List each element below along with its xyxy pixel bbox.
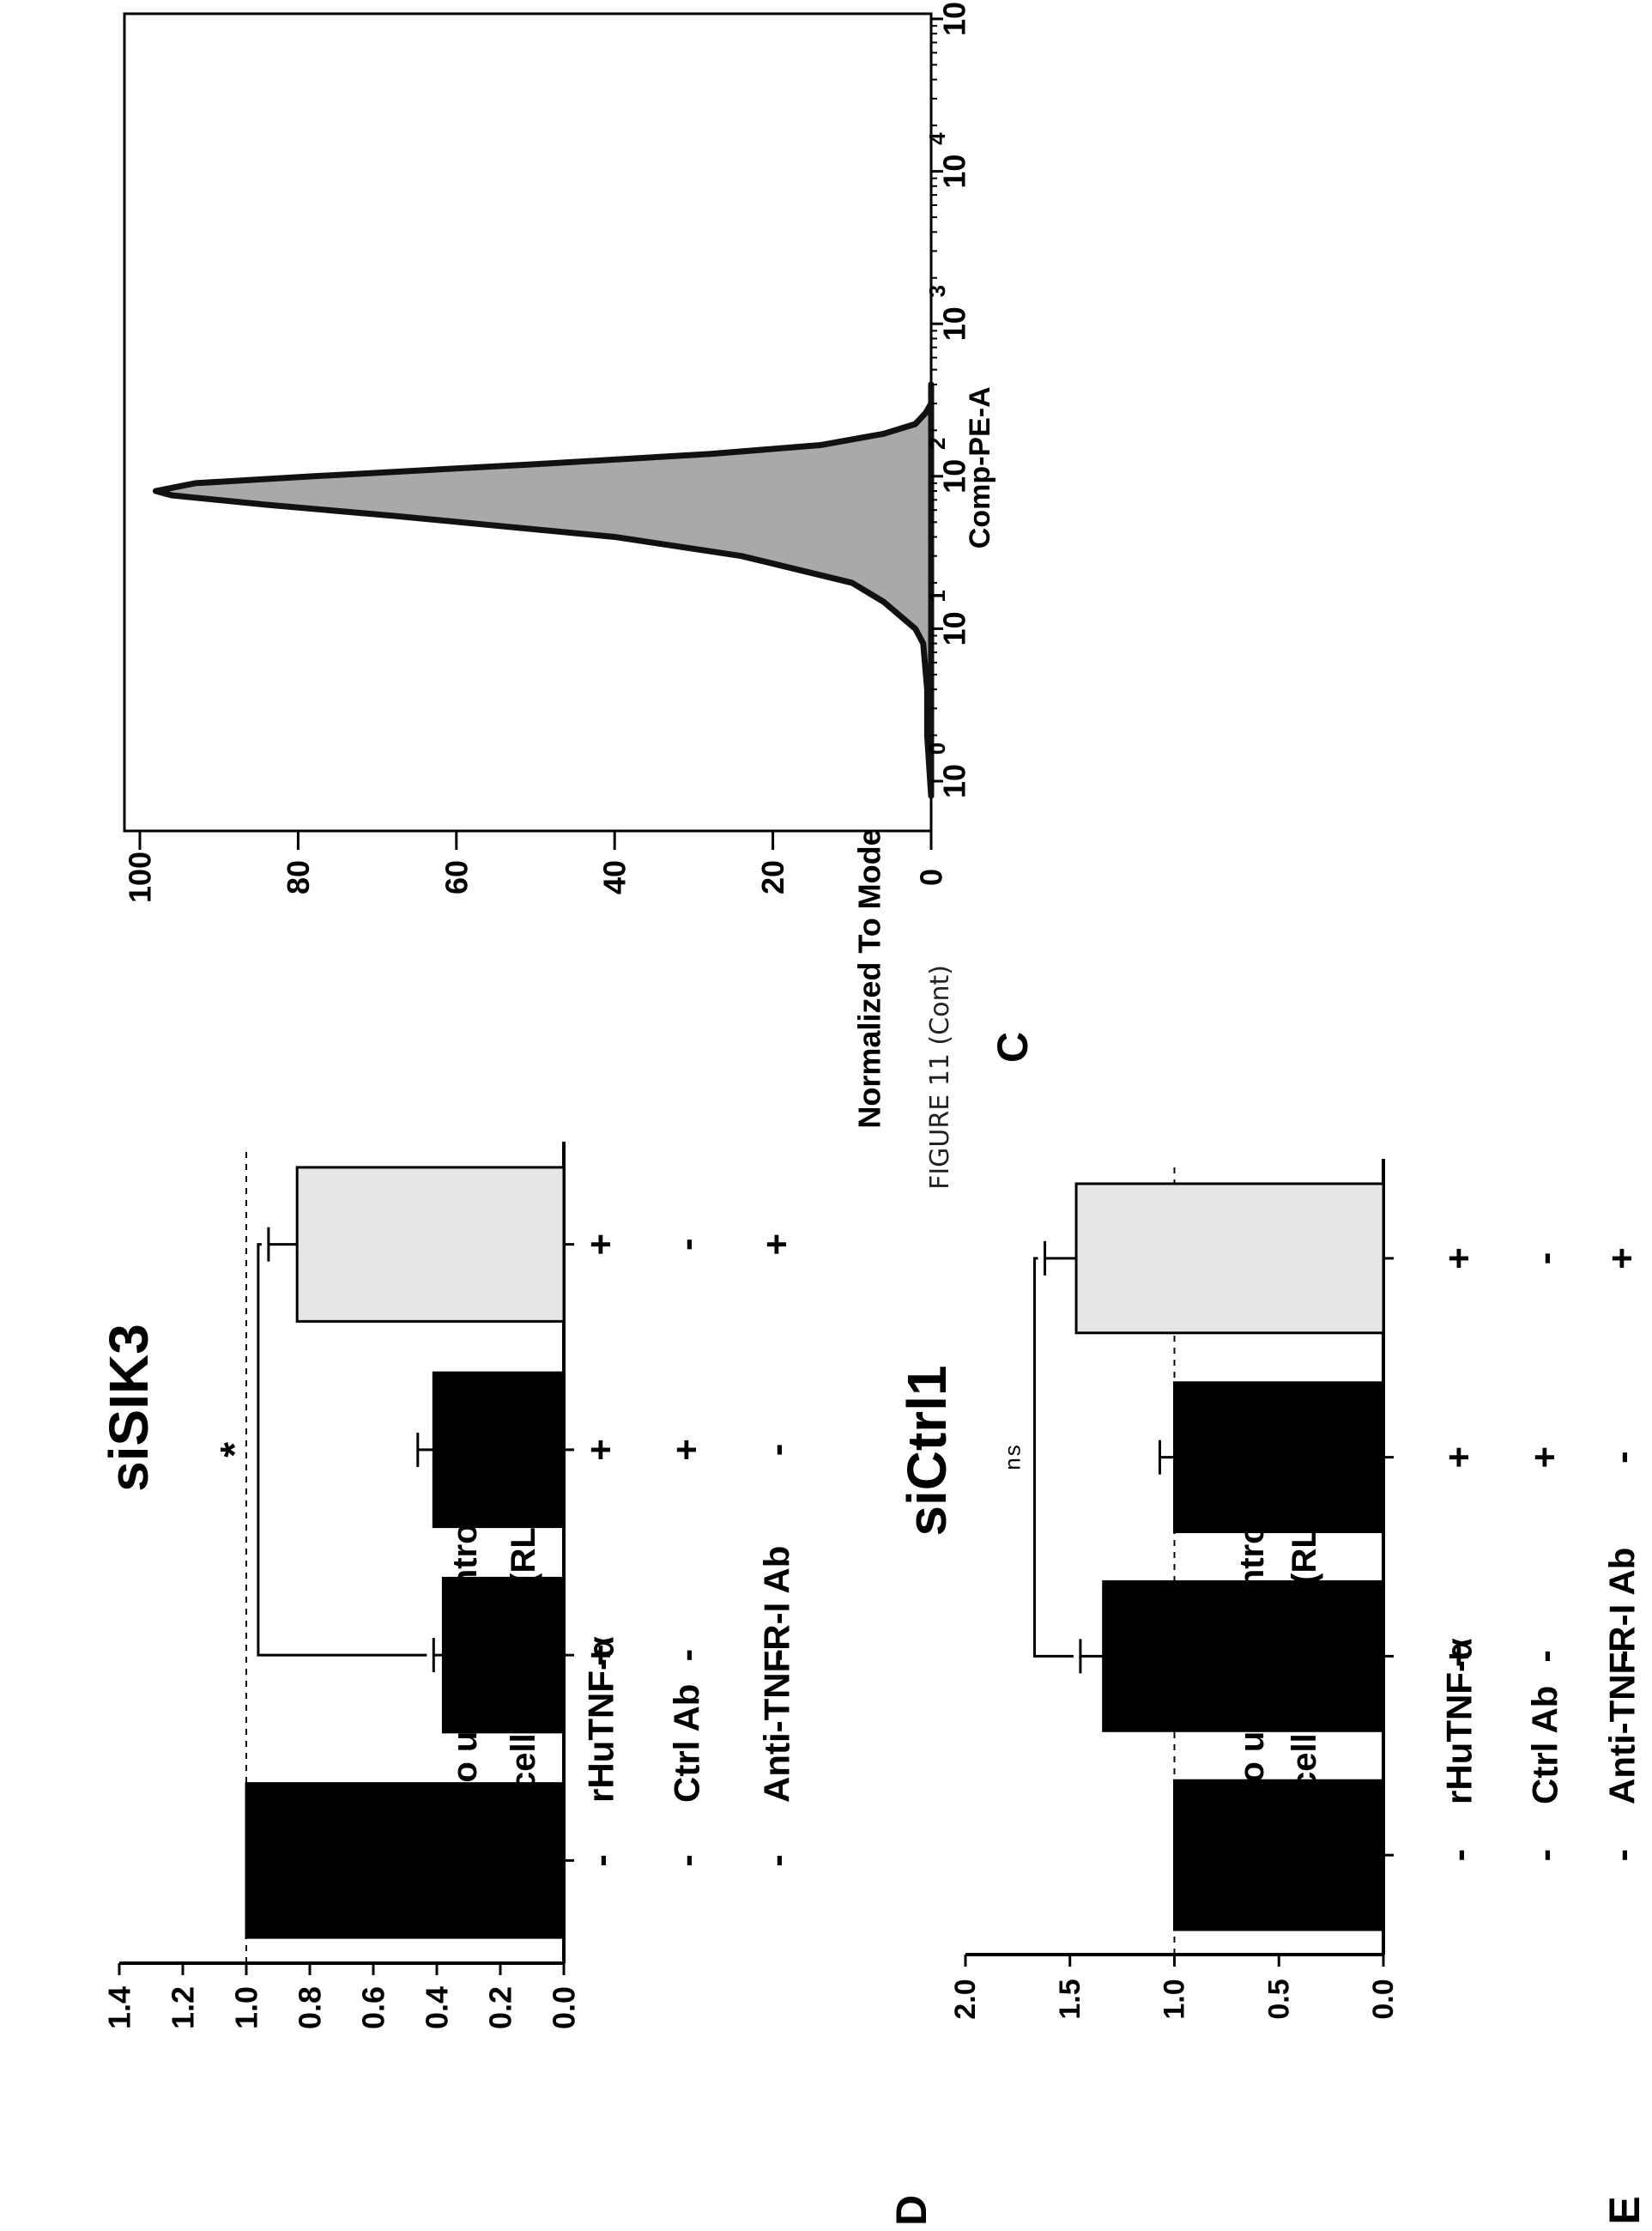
- value-tick-label: 0.8: [293, 1986, 328, 2029]
- condition-row-label: Anti-TNFR-I Ab: [1602, 1548, 1643, 1804]
- log-tick-base: 10: [937, 611, 972, 646]
- bar-4: [295, 1166, 566, 1323]
- chart-title: siCtrl1: [896, 1365, 958, 1536]
- significance-bracket: [1033, 1257, 1074, 1658]
- significance-label: ns: [1001, 1444, 1027, 1470]
- condition-sign: -: [1601, 1849, 1643, 1862]
- condition-sign: +: [666, 1439, 708, 1461]
- value-tick-label: 60: [439, 860, 474, 894]
- condition-sign: -: [666, 1238, 708, 1251]
- condition-row-label: rHuTNF-α: [1439, 1638, 1480, 1804]
- panel-d-bar-chart-sisik3: 0.0 0.2 0.4 0.6 0.8 1.0 1.2 1.4 * rHuTNF-α - + + + Ctr…: [98, 1142, 935, 2226]
- significance-label: *: [212, 1442, 257, 1458]
- log-tick-exponent: 0: [924, 743, 950, 755]
- value-tick-label: 40: [597, 860, 632, 894]
- log-tick-exponent: 3: [924, 285, 950, 297]
- bar-4: [1074, 1182, 1385, 1335]
- condition-sign: +: [580, 1644, 622, 1666]
- panel-c-histogram: 020406080100100101102103104105Comp-PE-AN…: [123, 2, 1038, 1129]
- panel-letter: E: [1601, 2196, 1649, 2224]
- panel-letter: D: [887, 2195, 935, 2226]
- value-axis-title: (Norm. to unstim control): [1233, 1502, 1271, 1914]
- condition-sign: -: [1524, 1849, 1566, 1862]
- histogram-area: [152, 381, 935, 799]
- log-tick-exponent: 1: [924, 590, 950, 602]
- panel-e-bar-chart-sictrl1: 0.0 0.5 1.0 1.5 2.0 ns rHuTNF-α - + + + Ctrl Ab - - + -…: [896, 1159, 1649, 2225]
- significance-bracket: [257, 1243, 427, 1657]
- condition-sign: +: [1438, 1247, 1480, 1270]
- condition-row-label: Ctrl Ab: [1525, 1686, 1565, 1804]
- log-tick-base: 10: [937, 2, 972, 36]
- bar-2: [441, 1576, 566, 1734]
- condition-sign: -: [666, 1854, 708, 1867]
- log-tick-base: 10: [937, 459, 972, 494]
- log-tick-base: 10: [937, 155, 972, 189]
- log-tick-base: 10: [937, 764, 972, 798]
- value-axis-title: Tumour cell survival (RLU): [505, 1491, 542, 1925]
- condition-sign: -: [1601, 1650, 1643, 1663]
- condition-sign: -: [1524, 1650, 1566, 1663]
- condition-sign: -: [1524, 1252, 1566, 1265]
- log-tick-exponent: 4: [924, 132, 950, 145]
- bar-2: [1102, 1579, 1385, 1732]
- plot-frame: [123, 12, 933, 833]
- condition-sign: +: [1601, 1247, 1643, 1270]
- value-tick-label: 80: [281, 860, 316, 894]
- bar-3: [1173, 1381, 1385, 1534]
- condition-sign: -: [1438, 1849, 1480, 1862]
- condition-row-label: Ctrl Ab: [667, 1684, 707, 1803]
- log-tick-exponent: 2: [924, 438, 950, 450]
- y-axis-title: Normalized To Mode: [852, 828, 887, 1128]
- condition-sign: -: [756, 1649, 798, 1662]
- value-tick-label: 0.4: [420, 1986, 455, 2029]
- condition-sign: -: [666, 1649, 708, 1662]
- x-axis-title: Comp-PE-A: [964, 386, 996, 549]
- value-tick-label: 100: [123, 852, 158, 903]
- value-tick-label: 1.0: [1159, 1979, 1191, 2019]
- figure-caption: FIGURE 11 (Cont): [925, 965, 955, 1190]
- value-tick-label: 0.5: [1262, 1979, 1295, 2019]
- condition-sign: -: [580, 1854, 622, 1867]
- value-tick-label: 0.2: [483, 1986, 518, 2029]
- condition-row-label: rHuTNF-α: [581, 1636, 621, 1803]
- condition-sign: +: [756, 1234, 798, 1256]
- condition-sign: -: [1601, 1451, 1643, 1464]
- panel-letter: C: [989, 1032, 1037, 1063]
- value-tick-label: 0: [914, 869, 949, 886]
- value-tick-label: 0.0: [1367, 1979, 1400, 2019]
- value-axis-title: Tumour cell survival (RLU): [1286, 1491, 1323, 1925]
- value-tick-label: 0.0: [547, 1986, 582, 2029]
- value-axis-title: (Norm. to unstim control): [446, 1502, 484, 1914]
- bar-1: [245, 1782, 566, 1939]
- bar-1: [1173, 1779, 1385, 1931]
- value-tick-label: 1.2: [166, 1986, 201, 2029]
- value-tick-label: 20: [755, 860, 790, 894]
- condition-sign: -: [756, 1444, 798, 1457]
- condition-sign: +: [1438, 1646, 1480, 1668]
- value-tick-label: 1.0: [229, 1986, 264, 2029]
- condition-sign: -: [756, 1854, 798, 1867]
- condition-sign: +: [580, 1439, 622, 1461]
- value-tick-label: 1.5: [1054, 1979, 1086, 2019]
- value-tick-label: 2.0: [949, 1979, 982, 2019]
- value-tick-label: 1.4: [102, 1986, 137, 2029]
- condition-row-label: Anti-TNFR-I Ab: [757, 1546, 797, 1803]
- condition-sign: +: [580, 1234, 622, 1256]
- log-tick-base: 10: [937, 306, 972, 341]
- value-tick-label: 0.6: [356, 1986, 391, 2029]
- condition-sign: +: [1438, 1446, 1480, 1469]
- chart-title: siSIK3: [98, 1324, 160, 1492]
- condition-sign: +: [1524, 1446, 1566, 1469]
